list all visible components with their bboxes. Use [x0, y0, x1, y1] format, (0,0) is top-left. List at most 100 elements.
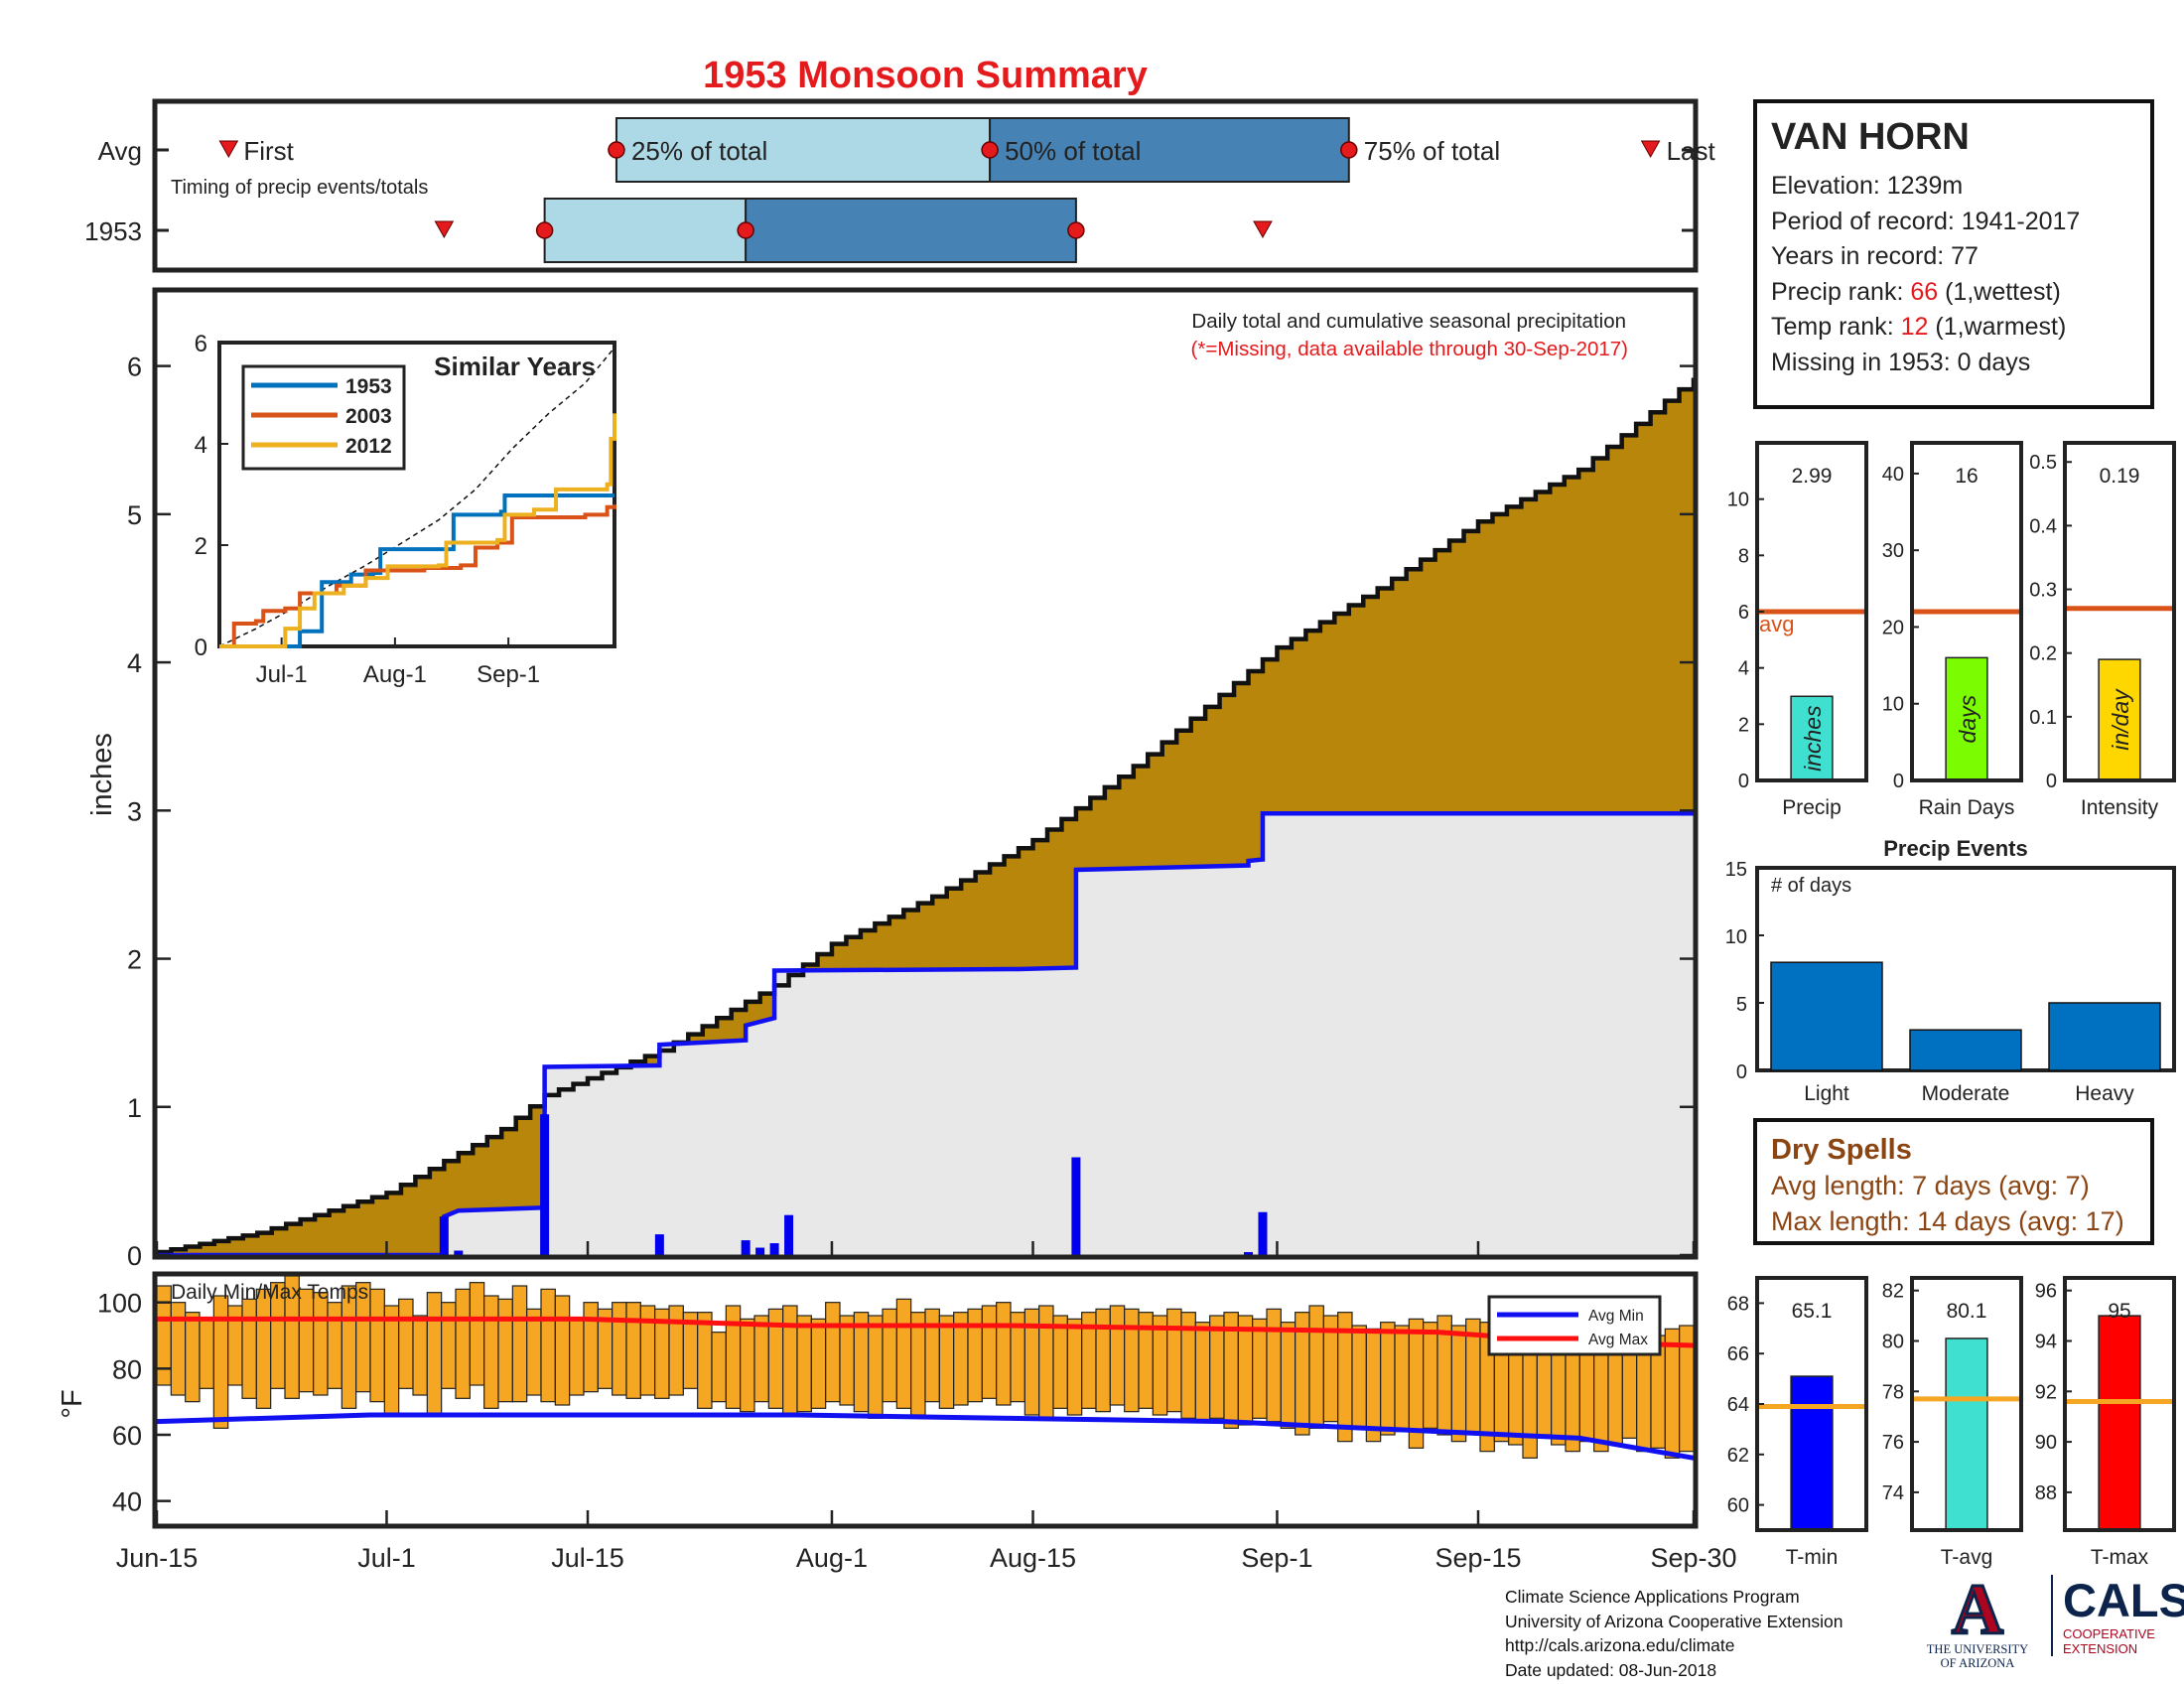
temp-bar-17 — [398, 1298, 414, 1389]
daily-precip-bar-9 — [1244, 1252, 1254, 1255]
events-bar-0 — [1770, 961, 1883, 1071]
temp-bar-64 — [1066, 1318, 1083, 1416]
inset-series-line-2012 — [219, 413, 616, 648]
events-bar-1 — [1909, 1029, 2022, 1071]
xtick-label-6: Sep-15 — [1434, 1543, 1521, 1573]
temp-bar-81 — [1308, 1305, 1324, 1429]
events-ylabel: # of days — [1771, 875, 1851, 897]
temp-bar-19 — [426, 1292, 443, 1416]
temp-bar-30 — [583, 1302, 599, 1393]
totals-unit-2: in/day — [2108, 688, 2133, 751]
totals-ytick-label-1-30: 30 — [1882, 540, 1904, 562]
events-ytick-label-0: 0 — [1736, 1061, 1747, 1083]
timing-note: Timing of precip events/totals — [171, 177, 428, 199]
station-info-box: VAN HORN Elevation: 1239m Period of reco… — [1753, 99, 2154, 409]
tsum-label-1: T-avg — [1941, 1546, 1993, 1569]
precip-rank-value: 66 — [1910, 277, 1939, 306]
daily-precip-bar-10 — [1258, 1211, 1268, 1255]
temp-bar-20 — [441, 1302, 457, 1389]
precip-ytick-label-5: 5 — [127, 500, 142, 530]
temp-bar-23 — [483, 1295, 499, 1409]
temp-rank: Temp rank: 12 (1,warmest) — [1771, 310, 2136, 346]
temp-bar-38 — [697, 1312, 713, 1409]
temp-bar-21 — [455, 1288, 471, 1399]
daily-precip-bar-5 — [755, 1247, 765, 1255]
cals-logo: CALS COOPERATIVE EXTENSION — [2051, 1574, 2184, 1656]
timing-label-first: First — [243, 136, 294, 166]
temp-bar-4 — [212, 1295, 229, 1429]
station-period: Period of record: 1941-2017 — [1771, 207, 2081, 235]
timing-percentile-marker-0 — [608, 141, 625, 159]
inset-ytick-label-2: 2 — [195, 533, 207, 560]
credits-line-3[interactable]: http://cals.arizona.edu/climate — [1505, 1635, 1735, 1655]
totals-ytick-label-0-2: 2 — [1738, 714, 1749, 736]
temps-ytick-label-40: 40 — [112, 1487, 142, 1517]
precip-events-panel: Light Moderate Heavy 0 5 10 15 Precip Events # o… — [1725, 836, 2176, 1105]
tsum-bar-2 — [2098, 1315, 2141, 1531]
tsum-ytick-label-0-64: 64 — [1727, 1394, 1749, 1416]
temps-ytick-label-60: 60 — [112, 1421, 142, 1451]
timing-last-marker — [1640, 140, 1661, 159]
tsum-ytick-label-0-66: 66 — [1727, 1343, 1749, 1365]
temp-bar-10 — [298, 1288, 315, 1393]
tsum-ytick-label-1-76: 76 — [1882, 1432, 1904, 1454]
similar-years-inset: 0 2 4 6 Jul-1 Aug-1 Sep-1 Similar Years 1953 2003… — [195, 331, 616, 688]
totals-label-2: Intensity — [2081, 796, 2159, 819]
temp-bar-33 — [625, 1302, 641, 1399]
figure-title: 1953 Monsoon Summary — [703, 55, 1148, 96]
temp-bar-18 — [412, 1315, 428, 1396]
temp-bar-0 — [156, 1285, 172, 1386]
temp-bar-42 — [753, 1315, 769, 1403]
precip-rank-label: Precip rank: — [1771, 277, 1911, 306]
timing-percentile-marker-2 — [1340, 141, 1358, 159]
tsum-ytick-label-2-92: 92 — [2035, 1381, 2057, 1403]
precip-ytick-label-0: 0 — [127, 1241, 142, 1271]
tsum-label-0: T-min — [1786, 1546, 1839, 1569]
inset-ytick-label-6: 6 — [195, 331, 207, 357]
tsum-ytick-label-1-82: 82 — [1882, 1281, 1904, 1303]
timing-percentile-marker-0 — [535, 221, 554, 239]
totals-ytick-label-0-6: 6 — [1738, 602, 1749, 624]
timing-label-25: 25% of total — [631, 136, 767, 166]
xtick-label-7: Sep-30 — [1650, 1543, 1736, 1573]
daily-precip-bar-3 — [654, 1234, 664, 1255]
timing-percentile-marker-2 — [1067, 221, 1085, 239]
credits-line-4: Date updated: 08-Jun-2018 — [1505, 1659, 1717, 1680]
tsum-label-2: T-max — [2091, 1546, 2149, 1569]
temp-bar-46 — [810, 1318, 827, 1409]
temp-bar-51 — [882, 1308, 897, 1403]
temp-bar-67 — [1109, 1305, 1126, 1406]
tsum-frame-2 — [2063, 1276, 2176, 1532]
totals-value-1: 16 — [1955, 465, 1978, 488]
cals-name: CALS — [2063, 1574, 2184, 1626]
precip-ytick-label-2: 2 — [127, 945, 142, 975]
tsum-value-0: 65.1 — [1792, 1300, 1833, 1323]
temp-bar-45 — [796, 1315, 812, 1413]
events-category-0: Light — [1804, 1082, 1849, 1105]
temp-bar-2 — [185, 1312, 201, 1403]
temp-bar-25 — [511, 1285, 528, 1403]
tsum-bar-0 — [1790, 1375, 1834, 1531]
inset-series-line-1953 — [219, 493, 614, 648]
temp-bar-7 — [255, 1288, 272, 1409]
tsum-ytick-label-0-62: 62 — [1727, 1445, 1749, 1467]
temp-bar-32 — [612, 1302, 627, 1396]
events-ytick-label-5: 5 — [1736, 994, 1747, 1016]
temp-bar-39 — [711, 1332, 727, 1403]
temp-bar-73 — [1194, 1322, 1211, 1423]
temp-bar-66 — [1095, 1308, 1111, 1413]
totals-ytick-label-1-40: 40 — [1882, 464, 1904, 486]
timing-first-marker — [434, 220, 455, 239]
temps-ylabel: °F — [57, 1389, 88, 1418]
tsum-ytick-label-2-88: 88 — [2035, 1482, 2057, 1504]
observed-cumulative-line — [157, 811, 1694, 1258]
temp-bar-26 — [526, 1308, 542, 1396]
totals-value-2: 0.19 — [2100, 465, 2140, 488]
events-bar-2 — [2048, 1002, 2161, 1071]
temp-bar-15 — [369, 1288, 385, 1403]
temp-bar-13 — [341, 1285, 357, 1409]
station-elevation: Elevation: 1239m — [1771, 172, 1964, 200]
inset-ytick-label-4: 4 — [195, 432, 207, 459]
precip-ytick-label-6: 6 — [127, 352, 142, 382]
totals-ytick-label-2-0.5: 0.5 — [2029, 452, 2057, 474]
